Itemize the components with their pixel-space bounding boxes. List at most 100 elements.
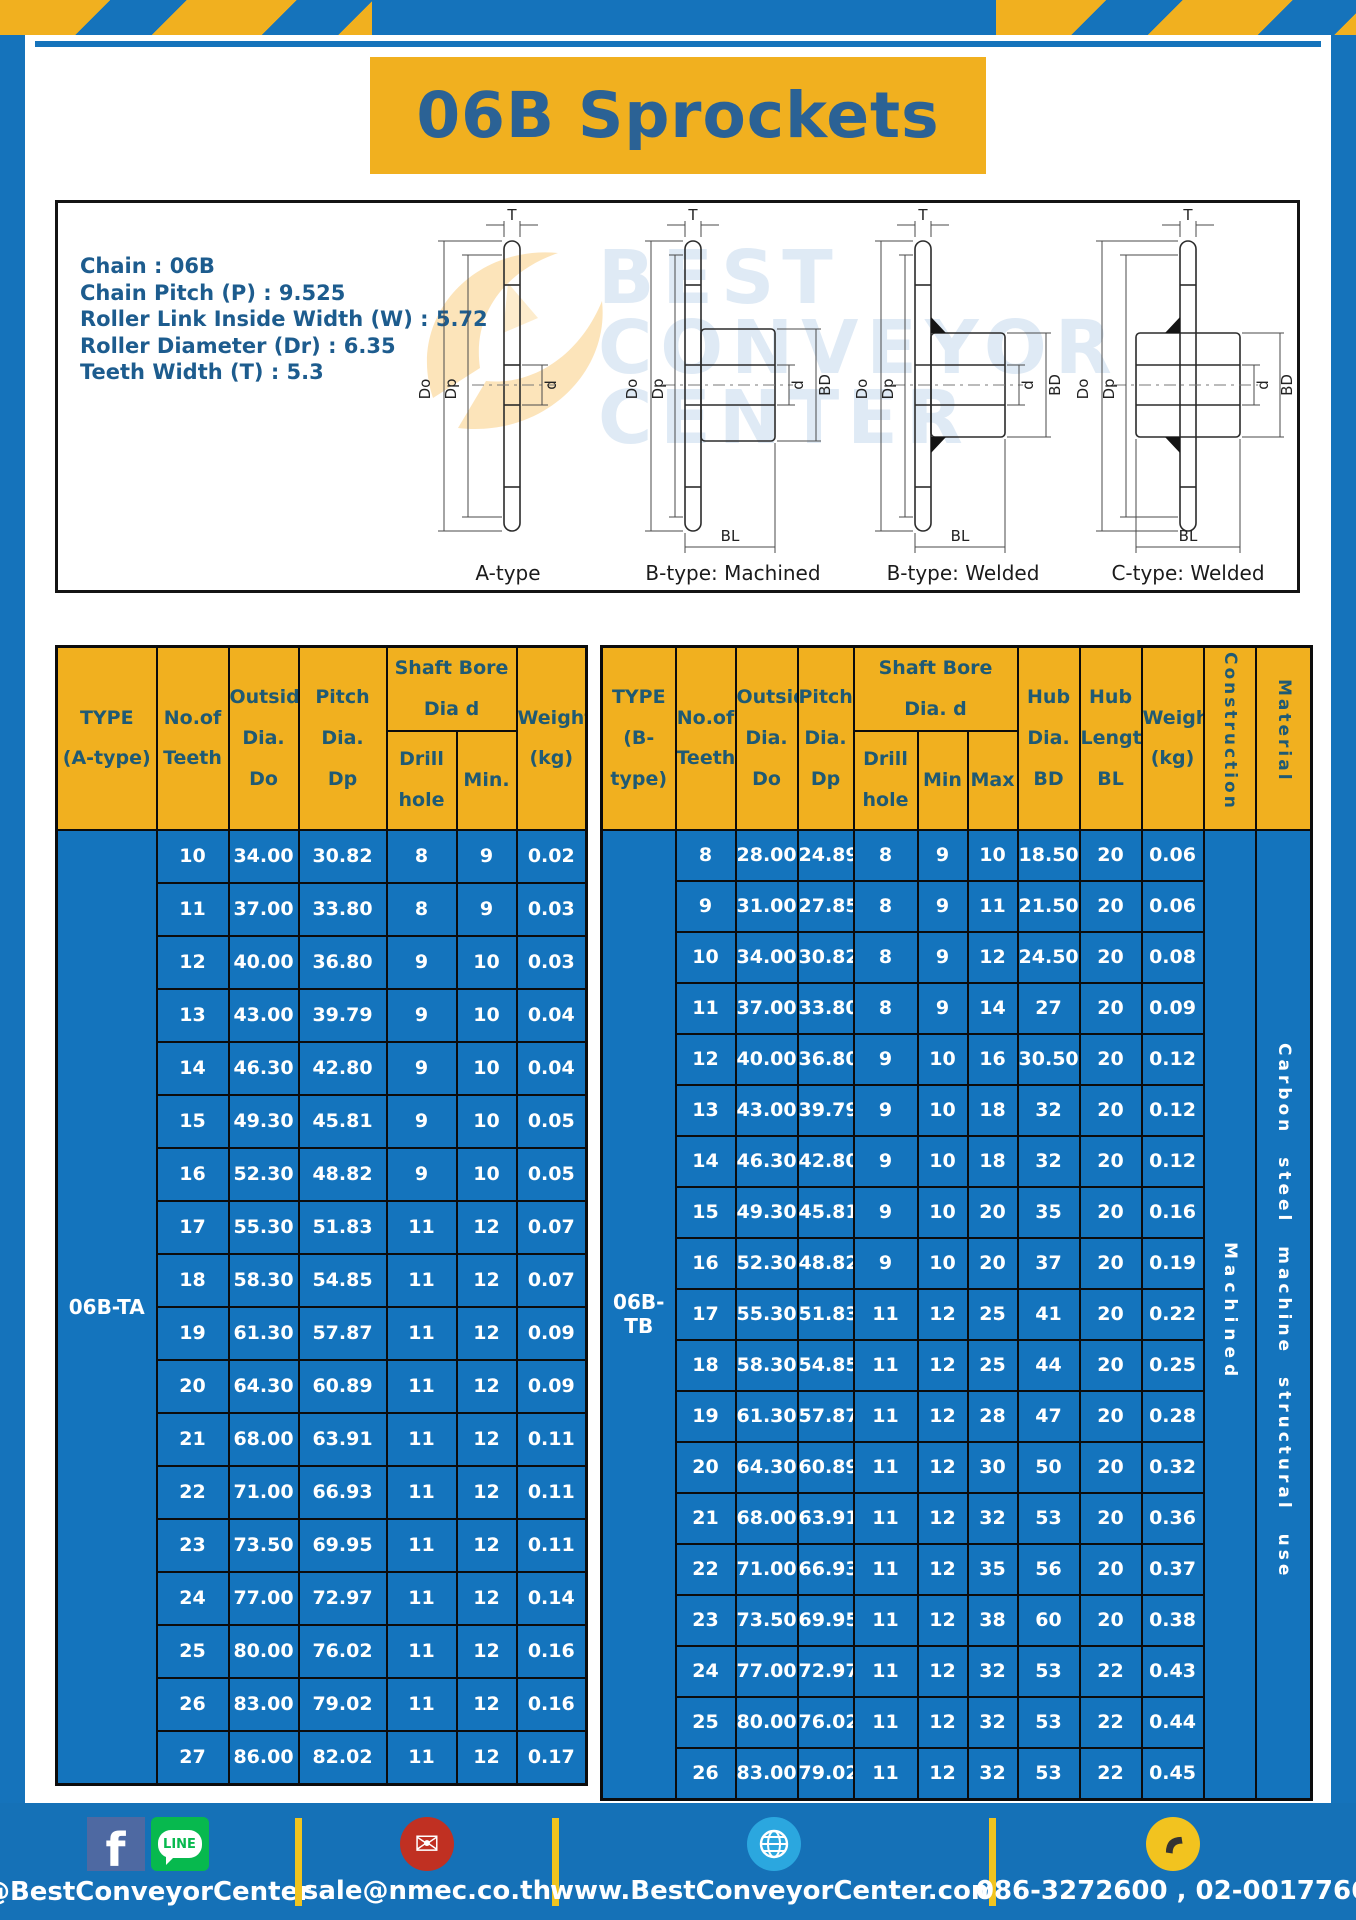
table-cell: 20 (1078, 1389, 1143, 1443)
table-cell: 0.07 (515, 1252, 588, 1308)
table-row: 22 71.00 66.93 11 12 0.11 (57, 1464, 588, 1520)
table-cell: 27.85 (796, 879, 855, 933)
table-cell: 66.93 (297, 1464, 388, 1520)
table-cell: 0.37 (1140, 1542, 1205, 1596)
table-cell: 55.30 (227, 1199, 300, 1255)
diagram-caption: B-type: Welded (886, 561, 1040, 585)
dim-do-label: Do (416, 379, 434, 400)
table-cell: 32 (966, 1746, 1019, 1801)
header-type: TYPE (A-type) (55, 645, 158, 831)
table-row: 15 49.30 45.81 9 10 0.05 (57, 1093, 588, 1149)
header-hub-length: Hub Length BL (1078, 645, 1143, 831)
table-cell: 0.04 (515, 1040, 588, 1096)
table-cell: 9 (385, 1093, 458, 1149)
table-cell: 10 (155, 828, 230, 884)
table-cell: 10 (916, 1236, 969, 1290)
footer-separator (552, 1817, 559, 1906)
header-weight: Weight (kg) (515, 645, 588, 831)
table-cell: 11 (385, 1305, 458, 1361)
table-cell: 0.08 (1140, 930, 1205, 984)
table-cell: 71.00 (734, 1542, 799, 1596)
table-cell: 20 (1078, 828, 1143, 882)
table-cell: 8 (385, 828, 458, 884)
table-cell: 54.85 (796, 1338, 855, 1392)
table-cell: 0.09 (1140, 981, 1205, 1035)
table-cell: 37.00 (227, 881, 300, 937)
table-cell: 9 (852, 1134, 919, 1188)
table-cell: 0.03 (515, 881, 588, 937)
table-row: 23 73.50 69.95 11 12 38 60 20 0.38 (602, 1593, 1312, 1647)
table-cell: 53 (1016, 1644, 1081, 1698)
table-cell: 0.16 (1140, 1185, 1205, 1239)
table-cell: 64.30 (227, 1358, 300, 1414)
table-cell: 22 (155, 1464, 230, 1520)
table-row: 21 68.00 63.91 11 12 32 53 20 0.36 (602, 1491, 1312, 1545)
table-cell: 11 (385, 1623, 458, 1679)
globe-icon (747, 1817, 801, 1871)
dim-bl-label: BL (1179, 527, 1198, 545)
header-weight: Weight (kg) (1140, 645, 1205, 831)
table-cell: 66.93 (796, 1542, 855, 1596)
table-cell: 33.80 (796, 981, 855, 1035)
table-row: 22 71.00 66.93 11 12 35 56 20 0.37 (602, 1542, 1312, 1596)
table-cell: 20 (1078, 1338, 1143, 1392)
table-row: 27 86.00 82.02 11 12 0.17 (57, 1729, 588, 1786)
table-row: 06B-TA 10 34.00 30.82 8 9 0.02 (55, 828, 588, 1786)
dim-bd-label: BD (816, 374, 834, 396)
header-type: TYPE (B-type) (600, 645, 677, 831)
header-outside-dia: Outside Dia. Do (734, 645, 799, 831)
table-cell: 12 (455, 1411, 518, 1467)
table-cell: 9 (455, 828, 518, 884)
table-cell: 60 (1016, 1593, 1081, 1647)
spec-line: Teeth Width (T) : 5.3 (80, 360, 324, 384)
table-cell: 54.85 (297, 1252, 388, 1308)
table-cell: 10 (916, 1134, 969, 1188)
table-cell: 23 (155, 1517, 230, 1573)
table-cell: 20 (674, 1440, 737, 1494)
table-cell: 47 (1016, 1389, 1081, 1443)
table-cell: 77.00 (227, 1570, 300, 1626)
table-cell: 0.25 (1140, 1338, 1205, 1392)
table-cell: 0.05 (515, 1093, 588, 1149)
table-cell: 18.50 (1016, 828, 1081, 882)
table-row: 20 64.30 60.89 11 12 0.09 (57, 1358, 588, 1414)
table-cell: 83.00 (227, 1676, 300, 1732)
table-cell: 12 (916, 1593, 969, 1647)
spec-line: Chain Pitch (P) : 9.525 (80, 280, 346, 305)
table-cell: 24 (674, 1644, 737, 1698)
table-cell: 86.00 (227, 1729, 300, 1786)
table-cell: 10 (455, 934, 518, 990)
chain-specs: Chain : 06B Chain Pitch (P) : 9.525 Roll… (80, 253, 488, 386)
table-cell: 25 (155, 1623, 230, 1679)
spec-diagram-panel: BEST CONVEYOR CENTER Chain : 06B Chain P… (55, 200, 1300, 593)
table-cell: 48.82 (796, 1236, 855, 1290)
table-cell: 21.50 (1016, 879, 1081, 933)
table-cell: 44 (1016, 1338, 1081, 1392)
table-cell: 0.45 (1140, 1746, 1205, 1801)
table-row: 14 46.30 42.80 9 10 18 32 20 0.12 (602, 1134, 1312, 1188)
dim-bl-label: BL (951, 527, 970, 545)
phone-numbers: 086-3272600 , 02-0017766 (975, 1876, 1356, 1906)
diagram-caption: A-type (475, 561, 541, 585)
table-cell: 12 (455, 1517, 518, 1573)
table-cell: 31.00 (734, 879, 799, 933)
table-cell: 9 (385, 1146, 458, 1202)
table-row: 17 55.30 51.83 11 12 0.07 (57, 1199, 588, 1255)
table-cell: 28.00 (734, 828, 799, 882)
table-cell: 11 (852, 1746, 919, 1801)
table-cell: 57.87 (796, 1389, 855, 1443)
table-row: 26 83.00 79.02 11 12 0.16 (57, 1676, 588, 1732)
dim-t-label: T (506, 206, 517, 224)
table-cell: 0.16 (515, 1676, 588, 1732)
table-cell: 42.80 (796, 1134, 855, 1188)
table-cell: 53 (1016, 1491, 1081, 1545)
table-row: 14 46.30 42.80 9 10 0.04 (57, 1040, 588, 1096)
dim-dp-label: Dp (442, 378, 460, 399)
table-cell: 0.38 (1140, 1593, 1205, 1647)
header-pitch-dia: Pitch Dia. Dp (297, 645, 388, 831)
table-cell: 11 (385, 1358, 458, 1414)
table-cell: 22 (674, 1542, 737, 1596)
footer-phone: 086-3272600 , 02-0017766 (976, 1803, 1356, 1920)
table-row: 15 49.30 45.81 9 10 20 35 20 0.16 (602, 1185, 1312, 1239)
table-cell: 26 (674, 1746, 737, 1801)
